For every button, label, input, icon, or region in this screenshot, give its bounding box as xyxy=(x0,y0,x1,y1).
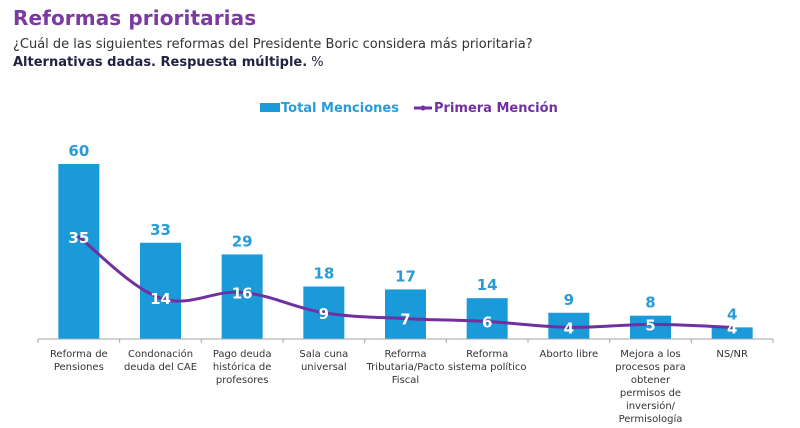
x-tick-label: Reforma Tributaria/Pacto Fiscal xyxy=(366,349,445,386)
bar-value-label: 17 xyxy=(395,267,416,285)
chart-note: Alternativas dadas. Respuesta múltiple. … xyxy=(13,55,324,70)
x-tick-label-line: Pago deuda xyxy=(213,349,272,360)
x-axis xyxy=(37,338,774,343)
x-tick-label-line: Tributaria/Pacto xyxy=(366,362,445,373)
chart-note-unit: % xyxy=(307,55,324,70)
legend-bar-swatch xyxy=(260,103,280,112)
line-value-label: 9 xyxy=(319,305,329,323)
x-tick-label-line: Permisología xyxy=(619,413,683,425)
legend-line-label: Primera Mención xyxy=(434,101,558,116)
line-value-label: 5 xyxy=(645,316,655,334)
legend-bar-label: Total Menciones xyxy=(281,101,399,116)
bar-value-label: 18 xyxy=(313,265,334,283)
x-tick-label-line: Reforma xyxy=(466,349,508,360)
x-tick-label-line: Sala cuna xyxy=(299,349,348,360)
line-value-label: 4 xyxy=(727,319,737,337)
x-tick-label-line: permisos de xyxy=(620,388,681,399)
x-tick-label: Sala cuna universal xyxy=(299,349,348,373)
bar xyxy=(385,289,426,339)
bar-value-label: 14 xyxy=(477,276,498,294)
x-tick-label: Aborto libre xyxy=(540,349,599,360)
bar-value-label: 8 xyxy=(645,294,655,312)
bar-value-label: 60 xyxy=(68,142,89,160)
x-tick-label-line: histórica de xyxy=(213,361,272,373)
x-tick-label-line: Mejora a los xyxy=(620,349,681,360)
data-labels-group: 60 33 29 18 17 14 9 8 4 35 14 16 9 7 6 4 5 4 xyxy=(68,142,737,337)
x-tick-label-line: universal xyxy=(301,362,347,373)
x-tick-label-line: Aborto libre xyxy=(540,349,599,360)
x-tick-label-line: Reforma de xyxy=(50,349,108,360)
x-tick-label: Reforma de Pensiones xyxy=(50,349,108,373)
line-value-label: 16 xyxy=(232,284,253,302)
legend: Total Menciones Primera Mención xyxy=(260,101,558,116)
primera-mencion-line xyxy=(77,235,734,329)
x-tick-label-line: profesores xyxy=(216,375,269,386)
x-tick-label-line: NS/NR xyxy=(716,349,748,360)
bar xyxy=(630,315,671,339)
line-value-label: 7 xyxy=(400,311,410,329)
category-labels-group: Reforma de Pensiones Condonación deuda del … xyxy=(50,348,748,425)
line-value-label: 4 xyxy=(564,319,574,337)
x-tick-label: Reforma sistema político xyxy=(448,349,527,373)
bar-value-label: 33 xyxy=(150,221,171,239)
x-tick-label-line: obtener xyxy=(631,375,671,386)
chart-note-bold: Alternativas dadas. Respuesta múltiple. xyxy=(13,55,308,70)
chart-title: Reformas prioritarias xyxy=(13,6,257,30)
x-tick-label-line: deuda del CAE xyxy=(124,362,197,373)
line-value-label: 35 xyxy=(68,229,89,247)
x-tick-label-line: Reforma xyxy=(384,349,426,360)
x-tick-label: NS/NR xyxy=(716,349,748,360)
bar xyxy=(221,254,263,339)
x-tick-label: Pago deuda histórica de profesores xyxy=(213,349,272,386)
x-tick-label: Condonación deuda del CAE xyxy=(124,348,197,373)
bar-value-label: 4 xyxy=(727,305,737,323)
x-tick-label: Mejora a los procesos para obtener permisos… xyxy=(615,349,685,425)
bar-value-label: 29 xyxy=(232,232,253,250)
legend-line-marker xyxy=(420,105,426,111)
bar xyxy=(58,164,100,339)
x-tick-label-line: inversión/ xyxy=(626,400,676,412)
bar xyxy=(466,298,508,339)
x-tick-label-line: procesos para xyxy=(615,362,685,373)
x-tick-label-line: Condonación xyxy=(128,348,193,360)
x-tick-label-line: sistema político xyxy=(448,361,527,373)
x-tick-label-line: Pensiones xyxy=(54,362,104,373)
chart-question: ¿Cuál de las siguientes reformas del Pre… xyxy=(13,37,533,52)
line-value-label: 14 xyxy=(150,290,171,308)
x-tick-label-line: Fiscal xyxy=(392,375,419,386)
line-value-label: 6 xyxy=(482,314,492,332)
bar xyxy=(711,327,753,339)
bar-value-label: 9 xyxy=(564,291,574,309)
